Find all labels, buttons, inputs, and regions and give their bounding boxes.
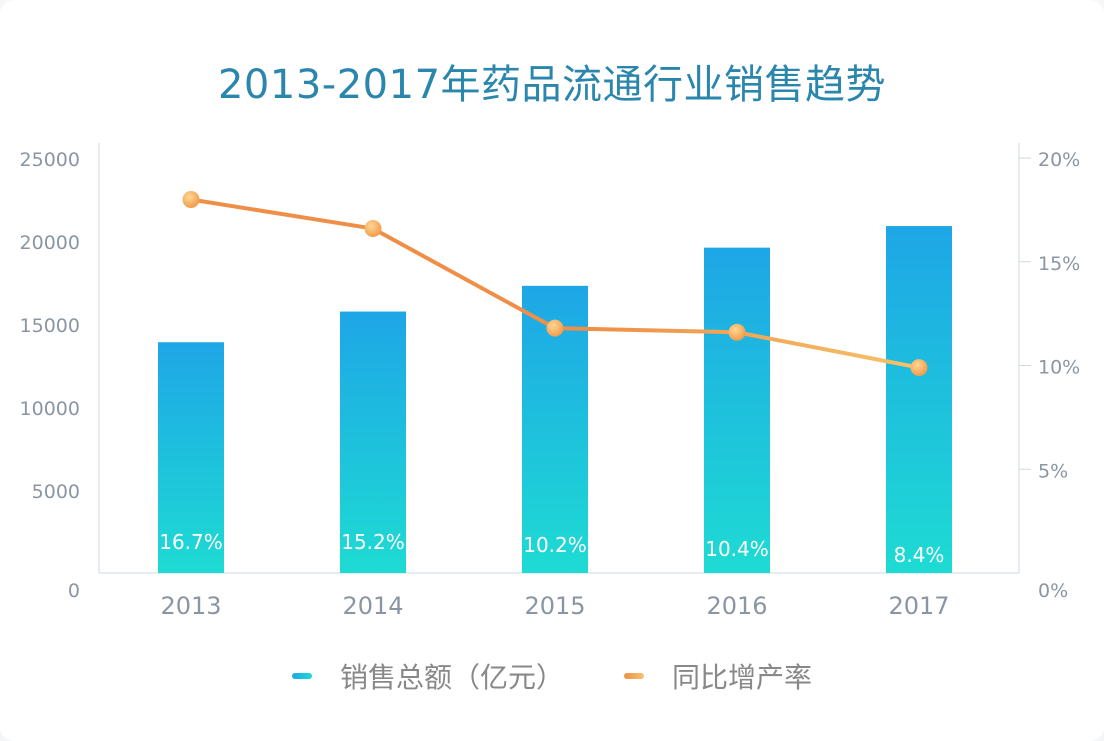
chart-title: 2013-2017年药品流通行业销售趋势 — [217, 62, 887, 108]
bar — [158, 342, 224, 573]
legend: 销售总额（亿元） 同比增产率 — [0, 656, 1104, 696]
legend-item-sales[interactable]: 销售总额（亿元） — [291, 656, 564, 696]
x-axis-labels: 2013 2014 2015 2016 2017 — [160, 592, 949, 620]
growth-point — [364, 220, 382, 238]
y-right-tick-label: 20% — [1038, 149, 1080, 171]
growth-point — [728, 323, 746, 341]
y-left-tick-label: 15000 — [20, 315, 80, 337]
x-tick-label: 2014 — [342, 592, 403, 620]
legend-swatch-line — [624, 673, 644, 679]
bar-series — [158, 226, 952, 573]
axes: 0 5000 10000 15000 20000 25000 0% 5% 10% 15% 20% — [20, 143, 1080, 602]
bar-data-label: 16.7% — [159, 530, 223, 554]
y-right-tick-label: 15% — [1038, 253, 1080, 275]
y-right-tick-label: 10% — [1038, 357, 1080, 379]
bar — [340, 311, 406, 573]
bar — [886, 226, 952, 573]
y-right-tick-label: 5% — [1038, 460, 1068, 482]
y-left-tick-label: 5000 — [32, 481, 80, 503]
y-left-tick-label: 25000 — [20, 149, 80, 171]
x-tick-label: 2016 — [706, 592, 767, 620]
y-left-tick-label: 10000 — [20, 398, 80, 420]
legend-label-growth: 同比增产率 — [672, 661, 813, 694]
growth-point — [910, 359, 928, 377]
x-tick-label: 2013 — [160, 592, 221, 620]
growth-point — [546, 319, 564, 337]
bar-data-label: 10.4% — [705, 537, 769, 561]
bar-data-label: 10.2% — [523, 533, 587, 557]
line-series — [182, 191, 928, 377]
x-tick-label: 2017 — [888, 592, 949, 620]
growth-point — [182, 191, 200, 208]
bar-data-label: 8.4% — [894, 543, 945, 567]
legend-item-growth[interactable]: 同比增产率 — [624, 656, 812, 696]
y-left-tick-label: 0 — [68, 580, 80, 602]
bar-data-label: 15.2% — [341, 530, 405, 554]
x-tick-label: 2015 — [524, 592, 585, 620]
legend-label-sales: 销售总额（亿元） — [339, 661, 564, 694]
y-left-tick-label: 20000 — [20, 232, 80, 254]
y-right-tick-label: 0% — [1038, 580, 1068, 602]
bar — [704, 247, 770, 573]
bar-labels: 16.7% 15.2% 10.2% 10.4% 8.4% — [159, 530, 944, 567]
legend-swatch-bar — [291, 673, 312, 679]
